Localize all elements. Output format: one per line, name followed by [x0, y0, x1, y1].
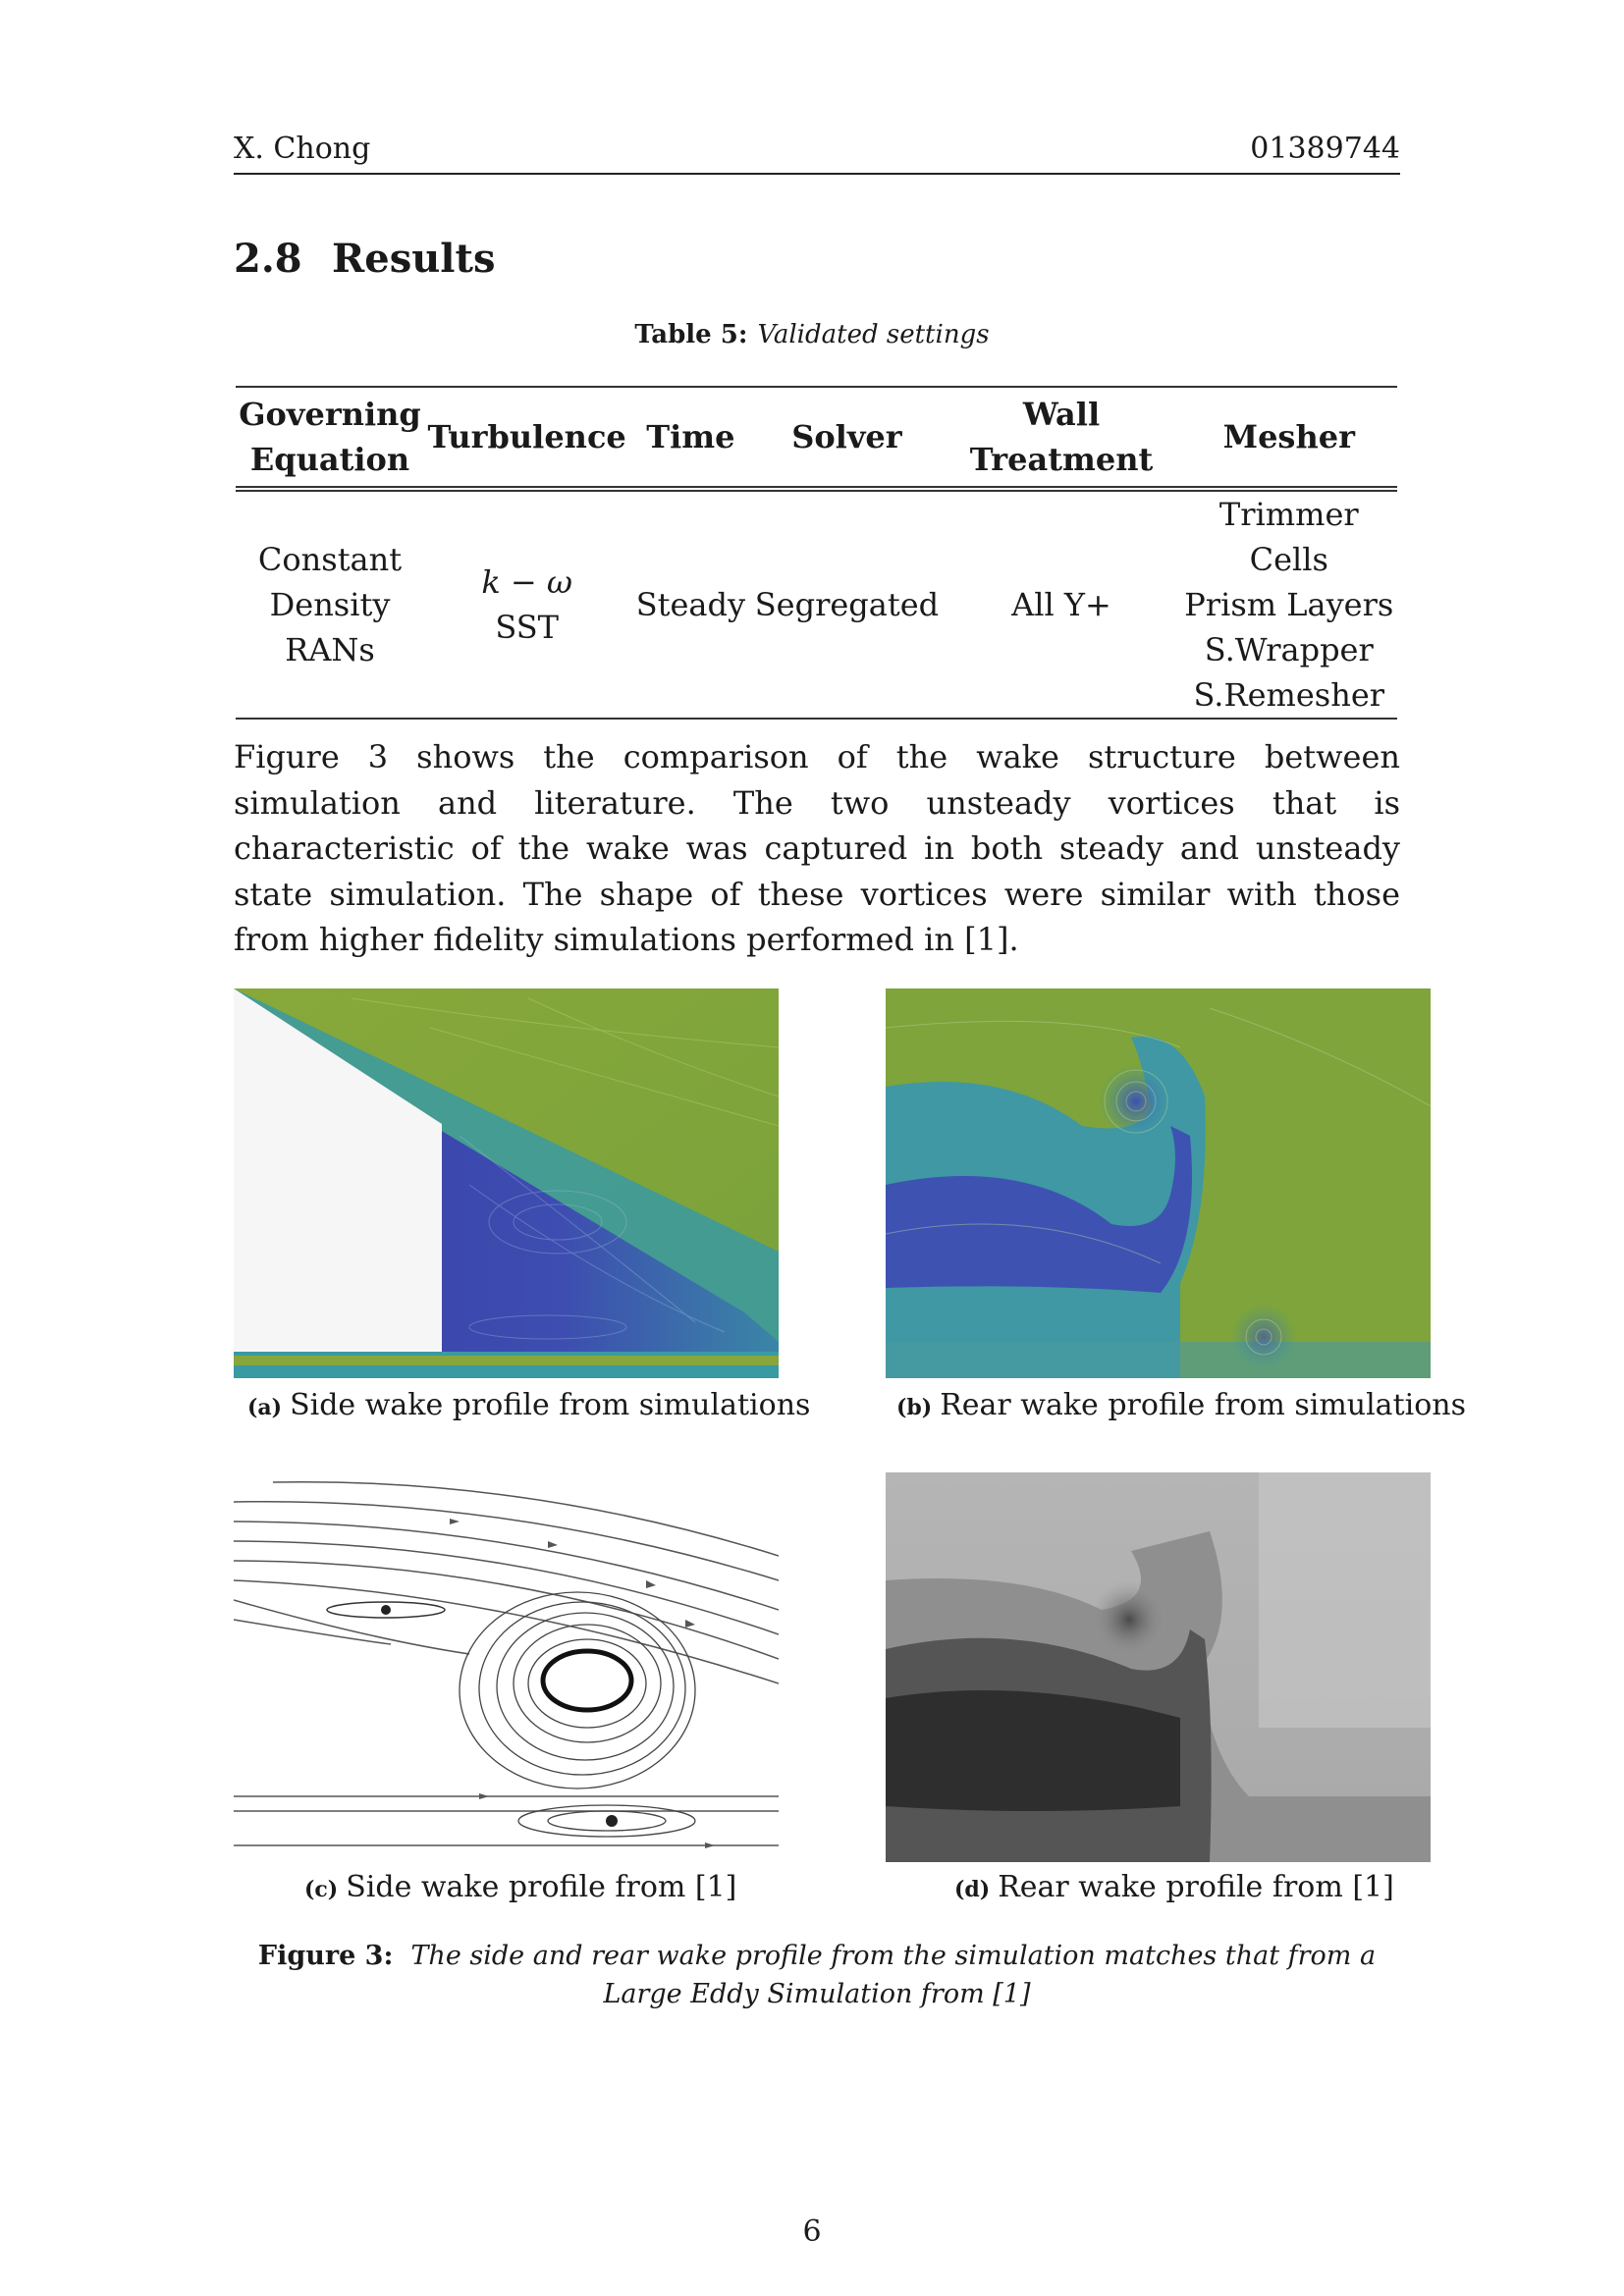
table-row: Constant Density RANs k − ω SST Steady Segr… [236, 489, 1397, 719]
section-heading: 2.8 Results [234, 236, 495, 282]
table-header-cell: Time [629, 387, 752, 492]
page-header: X. Chong 01389744 [234, 128, 1400, 175]
header-author: X. Chong [234, 132, 371, 166]
table-cell: Constant Density RANs [257, 541, 403, 668]
table-cell: Segregated [754, 586, 940, 623]
figure-rear-wake-simulation [886, 988, 1431, 1378]
subfigure-caption-a: (a) Side wake profile from simulations [247, 1388, 811, 1422]
table-header-cell: Turbulence [424, 387, 630, 492]
table-caption-text: Validated settings [757, 320, 990, 349]
table-cell: k − ω SST [481, 563, 572, 646]
subfigure-caption-b: (b) Rear wake profile from simulations [896, 1388, 1466, 1422]
figure-caption: Figure 3: The side and rear wake profile … [234, 1937, 1400, 2013]
section-title: Results [332, 236, 496, 282]
settings-table: Governing Equation Turbulence Time Solver… [236, 386, 1397, 720]
subfigure-caption-d: (d) Rear wake profile from [1] [954, 1870, 1394, 1904]
figure-caption-label: Figure 3: [257, 1941, 394, 1971]
section-number: 2.8 [234, 236, 302, 282]
table-header-cell: Solver [751, 387, 943, 492]
figure-side-wake-simulation [234, 988, 779, 1378]
table-header-row: Governing Equation Turbulence Time Solver… [236, 387, 1397, 492]
subfigure-caption-c: (c) Side wake profile from [1] [304, 1870, 737, 1904]
table-caption-label: Table 5: [634, 320, 748, 349]
table-cell: Steady [635, 586, 746, 623]
table-header-cell: Governing Equation [236, 387, 424, 492]
body-paragraph: Figure 3 shows the comparison of the wak… [234, 738, 1400, 958]
figure-rear-wake-literature [886, 1472, 1431, 1862]
table-header-cell: Wall Treatment [942, 387, 1181, 492]
table-header-cell: Mesher [1180, 387, 1397, 492]
table-caption: Table 5: Validated settings [0, 320, 1624, 349]
figure-side-wake-literature [234, 1472, 779, 1862]
table-cell: Trimmer Cells Prism Layers S.Wrapper S.Reme… [1184, 496, 1394, 714]
figure-caption-text: The side and rear wake profile from the … [410, 1941, 1377, 2009]
table-cell: All Y+ [1011, 586, 1111, 623]
header-id: 01389744 [1250, 132, 1400, 166]
page-number: 6 [802, 2215, 822, 2249]
